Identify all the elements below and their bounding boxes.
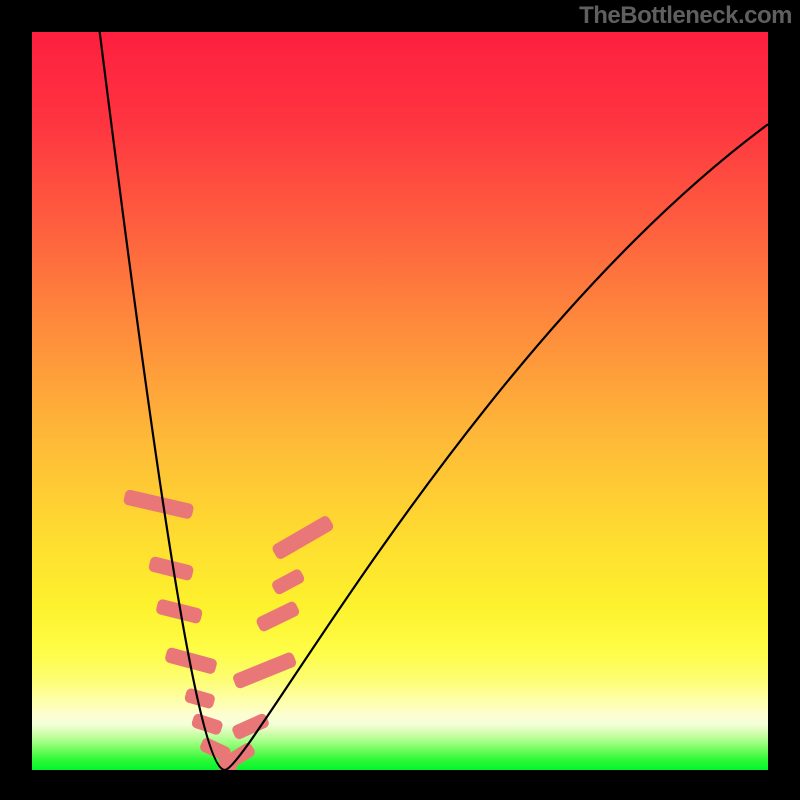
- chart-frame: TheBottleneck.com: [0, 0, 800, 800]
- plot-area: [32, 32, 768, 770]
- watermark-text: TheBottleneck.com: [579, 2, 792, 30]
- gradient-background: [32, 32, 768, 770]
- plot-svg: [32, 32, 768, 770]
